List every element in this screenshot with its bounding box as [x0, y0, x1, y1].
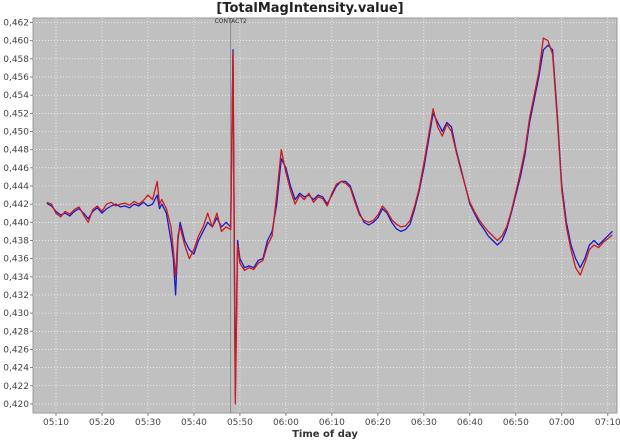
annotation-label: CONTACT2: [215, 18, 247, 25]
x-tick-label: 07:00: [549, 418, 575, 428]
y-tick-label: 0,448: [3, 146, 29, 156]
y-tick-label: 0,462: [3, 19, 29, 29]
x-axis-label: Time of day: [292, 429, 358, 440]
y-tick-label: 0,446: [3, 164, 29, 174]
x-tick-label: 05:40: [181, 418, 207, 428]
y-tick-label: 0,430: [3, 309, 29, 319]
x-tick-label: 06:00: [273, 418, 299, 428]
y-tick-label: 0,452: [3, 109, 29, 119]
chart-title: [TotalMagIntensity.value]: [216, 1, 403, 16]
y-tick-label: 0,420: [3, 400, 29, 410]
y-tick-label: 0,428: [3, 327, 29, 337]
y-axis: 0,420 0,422 0,424 0,426 0,428 0,430 0,432 0,434…: [3, 19, 33, 410]
y-tick-label: 0,436: [3, 255, 29, 265]
x-tick-label: 05:10: [43, 418, 69, 428]
y-tick-label: 0,458: [3, 55, 29, 65]
grid: [33, 18, 617, 413]
x-tick-label: 06:50: [503, 418, 529, 428]
y-tick-label: 0,450: [3, 128, 29, 138]
y-tick-label: 0,460: [3, 37, 29, 47]
y-tick-label: 0,426: [3, 345, 29, 355]
y-tick-label: 0,434: [3, 273, 29, 283]
plot-area: [32, 17, 618, 414]
x-tick-label: 06:10: [319, 418, 345, 428]
x-tick-label: 05:20: [89, 418, 115, 428]
x-tick-label: 06:40: [457, 418, 483, 428]
y-tick-label: 0,456: [3, 73, 29, 83]
y-tick-label: 0,422: [3, 382, 29, 392]
x-tick-label: 06:20: [365, 418, 391, 428]
y-tick-label: 0,442: [3, 200, 29, 210]
y-tick-label: 0,454: [3, 91, 29, 101]
series-line-2: [46, 37, 613, 405]
y-tick-label: 0,444: [3, 182, 29, 192]
y-tick-label: 0,440: [3, 218, 29, 228]
x-tick-label: 05:30: [135, 418, 161, 428]
y-tick-label: 0,438: [3, 236, 29, 246]
x-tick-label: 07:10: [595, 418, 620, 428]
series-layer: [46, 37, 613, 405]
x-tick-label: 05:50: [227, 418, 253, 428]
x-axis: 05:10 05:20 05:30 05:40 05:50 06:00 06:10 06:20…: [43, 413, 620, 428]
y-tick-label: 0,424: [3, 364, 29, 374]
y-tick-label: 0,432: [3, 291, 29, 301]
x-tick-label: 06:30: [411, 418, 437, 428]
